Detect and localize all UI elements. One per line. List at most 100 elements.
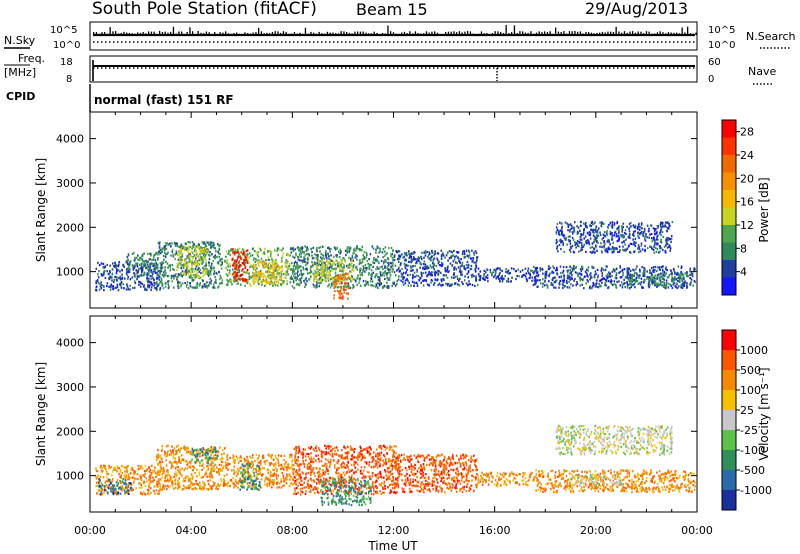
power-cell (541, 267, 543, 270)
power-cell (150, 277, 153, 280)
power-cell (155, 276, 158, 279)
power-cell (491, 272, 493, 275)
power-cell (463, 279, 466, 282)
power-cell (600, 278, 603, 281)
power-cell (626, 225, 628, 228)
power-cell (143, 274, 145, 277)
power-cell (385, 272, 387, 275)
velocity-cell (164, 454, 166, 457)
power-cell (333, 276, 335, 280)
power-cell (581, 268, 584, 271)
power-cell (172, 255, 175, 258)
power-cell (238, 274, 240, 277)
power-cell (109, 264, 111, 267)
power-cell (324, 254, 327, 257)
power-cell (470, 267, 473, 270)
power-cell (313, 274, 315, 277)
power-cell (212, 259, 214, 262)
velocity-cell (127, 485, 130, 488)
power-cell (594, 270, 597, 273)
power-cell (137, 254, 139, 257)
power-cell (154, 267, 157, 270)
power-cell (175, 276, 178, 279)
power-cell (196, 245, 198, 249)
power-cell (379, 250, 382, 253)
power-cell (150, 286, 153, 289)
power-cell (199, 268, 202, 271)
power-cell (425, 266, 427, 269)
power-cell (628, 283, 631, 286)
power-cell (653, 275, 655, 278)
power-cell (354, 249, 357, 252)
power-cell (558, 232, 560, 235)
power-cell (194, 248, 196, 251)
velocity-cell (202, 486, 204, 489)
power-cell (633, 278, 635, 281)
power-cell (403, 262, 406, 265)
power-cell (536, 266, 538, 269)
power-cell (284, 265, 287, 268)
power-cell (467, 263, 470, 266)
velocity-cell (196, 460, 199, 463)
velocity-cell (139, 464, 141, 468)
power-cell (604, 231, 606, 234)
power-cell (661, 266, 663, 269)
power-cell (377, 268, 380, 271)
power-cell (324, 279, 327, 282)
velocity-cell (143, 492, 146, 495)
power-cell (241, 273, 243, 277)
power-cell (665, 279, 668, 282)
velocity-cell (209, 473, 212, 476)
power-cell (477, 273, 480, 276)
velocity-cell (102, 476, 105, 479)
power-cell (303, 260, 306, 263)
power-cell (466, 260, 469, 263)
power-cell (583, 243, 585, 246)
power-cell (405, 252, 408, 255)
power-cell (290, 251, 293, 254)
power-cell (281, 249, 283, 252)
power-cell (237, 276, 239, 279)
power-cell (279, 266, 281, 269)
power-cell (601, 238, 603, 241)
power-cell (306, 280, 308, 283)
power-cell (213, 285, 215, 288)
power-cell (453, 258, 456, 261)
power-cell (284, 276, 286, 279)
power-cell (542, 282, 544, 285)
power-cell (660, 241, 663, 244)
power-cell (284, 271, 287, 274)
power-cell (177, 280, 179, 283)
power-cell (171, 248, 174, 251)
power-cell (577, 226, 580, 229)
power-cell (168, 285, 170, 288)
velocity-cell (173, 447, 176, 450)
power-cell (199, 249, 202, 252)
power-cell (382, 256, 384, 259)
power-cell (202, 250, 204, 254)
velocity-cell (111, 480, 113, 483)
power-cell (157, 257, 159, 260)
power-cell (543, 280, 546, 283)
power-cell (150, 281, 152, 284)
power-cell (646, 236, 648, 239)
power-cell (322, 268, 324, 271)
power-cell (219, 278, 221, 281)
power-cell (418, 279, 421, 282)
power-cell (254, 260, 257, 264)
power-cell (206, 249, 208, 252)
power-cell (233, 265, 235, 268)
power-cell (651, 247, 654, 251)
power-cell (470, 274, 473, 277)
power-cell (643, 273, 646, 276)
power-cell (258, 264, 260, 267)
power-cell (217, 243, 219, 246)
nsky-bar (577, 31, 579, 35)
power-cell (643, 231, 645, 234)
power-cell (586, 274, 588, 277)
velocity-cell (121, 471, 124, 474)
power-cell (626, 272, 629, 275)
power-cell (495, 268, 497, 271)
power-cell (446, 284, 449, 287)
velocity-cell (189, 484, 191, 487)
